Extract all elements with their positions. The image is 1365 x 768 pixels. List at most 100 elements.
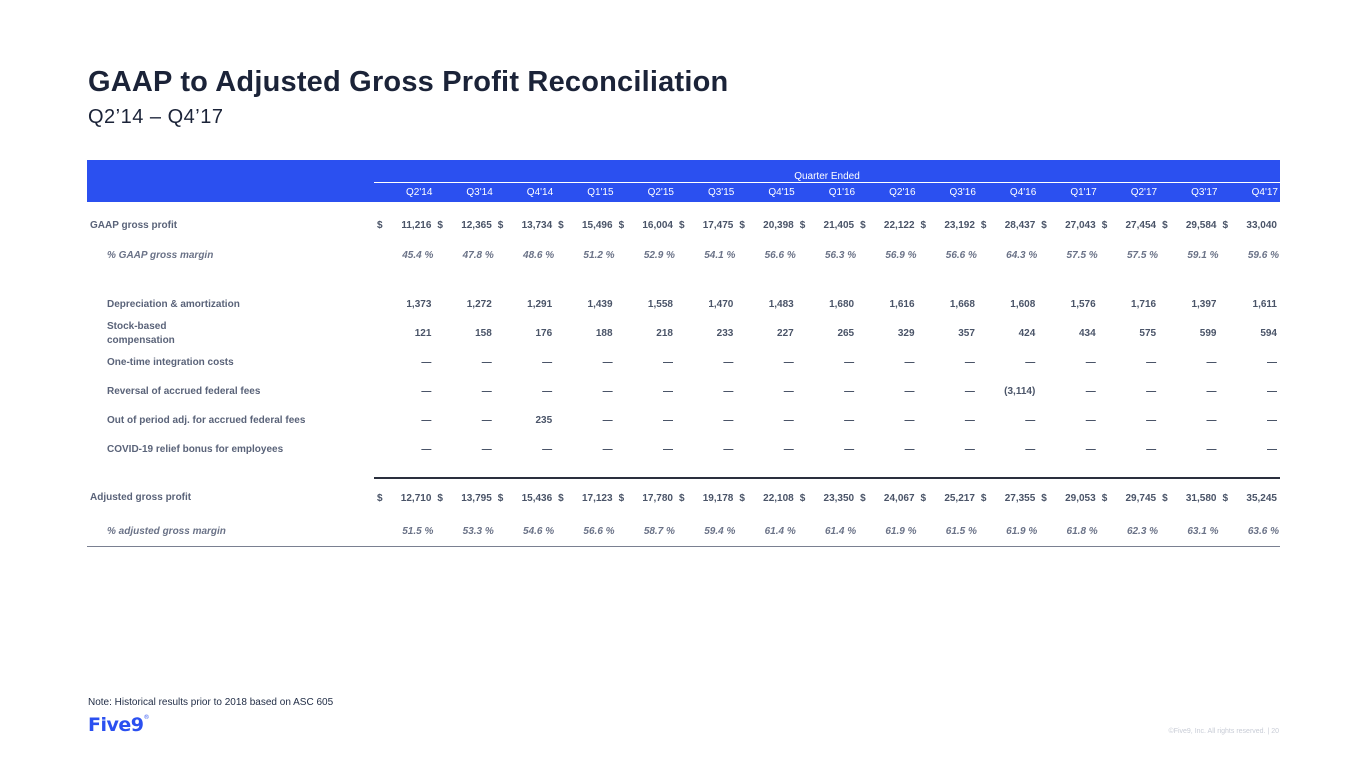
cell-value: — (783, 386, 794, 397)
table-cell: 1,272 (434, 290, 494, 319)
table-cell: $27,043 (1038, 211, 1098, 240)
cell-value: 56.9 % (885, 250, 917, 261)
table-cell: 1,608 (978, 290, 1038, 319)
table-cell: 1,680 (797, 290, 857, 319)
cell-value: 29,053 (1065, 492, 1096, 504)
cell-value: 1,716 (1131, 299, 1157, 310)
table-cell: — (1038, 348, 1098, 377)
cell-value: 22,122 (883, 220, 915, 231)
row-label: Reversal of accrued federal fees (107, 386, 261, 397)
cell-value: 33,040 (1246, 220, 1277, 231)
table-cell: $15,496 (555, 211, 615, 240)
table-cell: — (736, 348, 796, 377)
cell-value: 24,067 (883, 492, 915, 504)
table-cell: 48.6 % (495, 240, 555, 271)
cell-value: 57.5 % (1126, 250, 1159, 261)
cell-value: 47.8 % (462, 250, 494, 261)
table-cell: — (374, 377, 434, 406)
row-label: GAAP gross profit (90, 220, 178, 231)
table-cell: $22,122 (857, 211, 917, 240)
cell-value: — (964, 386, 975, 397)
table-cell: $24,067 (857, 477, 918, 517)
table-cell: 1,470 (676, 290, 736, 319)
cell-value: 56.6 % (945, 250, 977, 261)
currency-symbol: $ (920, 492, 927, 504)
quarter-header-cell: Q3'15 (675, 182, 737, 202)
quarter-ended-header: Quarter Ended (87, 160, 1280, 183)
table-cell: — (978, 348, 1038, 377)
quarter-header-cell: Q4'14 (494, 182, 556, 202)
table-cell: — (374, 406, 434, 435)
table-row-depreciation: Depreciation & amortization 1,373 1,272 1,2… (87, 290, 1280, 319)
cell-value: 59.1 % (1187, 250, 1219, 261)
cell-value: — (964, 444, 975, 455)
table-cell: — (1038, 406, 1098, 435)
cell-value: 16,004 (642, 220, 673, 231)
table-cell: 63.6 % (1219, 517, 1280, 547)
cell-value: 53.3 % (462, 526, 494, 537)
cell-value: 188 (595, 328, 613, 339)
cell-value: 233 (716, 328, 734, 339)
currency-symbol: $ (678, 220, 685, 231)
currency-symbol: $ (1101, 220, 1108, 231)
table-cell: 265 (797, 319, 857, 348)
table-cell: — (1219, 377, 1280, 406)
table-cell: — (616, 348, 676, 377)
table-cell: $13,795 (434, 477, 495, 517)
currency-symbol: $ (558, 492, 564, 504)
cell-value: 599 (1199, 328, 1217, 339)
cell-value: 23,192 (944, 220, 975, 231)
cell-value: — (602, 415, 613, 426)
table-row-covid-bonus: COVID-19 relief bonus for employees — — — — —… (87, 435, 1280, 464)
cell-value: — (1146, 444, 1157, 455)
currency-symbol: $ (860, 492, 866, 504)
cell-value: 61.9 % (1006, 526, 1038, 537)
cell-value: — (904, 386, 915, 397)
cell-value: — (542, 386, 553, 397)
copyright-footer: ©Five9, Inc. All rights reserved. | 20 (1168, 728, 1279, 735)
cell-value: — (662, 444, 673, 455)
currency-symbol: $ (739, 492, 745, 504)
page-subtitle: Q2’14 – Q4’17 (88, 106, 224, 128)
cell-value: 13,795 (461, 492, 492, 504)
table-spacer (87, 271, 1280, 290)
cell-value: — (1206, 386, 1217, 397)
cell-value: — (481, 386, 492, 397)
table-cell: $35,245 (1219, 477, 1280, 517)
table-cell: 47.8 % (434, 240, 494, 271)
cell-value: — (723, 357, 734, 368)
cell-value: — (1146, 357, 1157, 368)
cell-value: — (904, 415, 915, 426)
table-cell: — (797, 406, 857, 435)
table-cell: — (918, 406, 978, 435)
table-cell: — (736, 377, 796, 406)
quarter-header-cell: Q2'17 (1098, 182, 1160, 202)
page-title: GAAP to Adjusted Gross Profit Reconcilia… (88, 66, 729, 98)
cell-value: 424 (1018, 328, 1036, 339)
cell-value: — (723, 444, 734, 455)
currency-symbol: $ (618, 492, 625, 504)
cell-value: 45.4 % (402, 250, 434, 261)
table-spacer (87, 202, 1280, 211)
table-cell: — (555, 377, 615, 406)
table-row-gaap-gross-margin: % GAAP gross margin 45.4 % 47.8 % 48.6 % 51.… (87, 240, 1280, 271)
cell-value: — (421, 357, 432, 368)
table-cell: $15,436 (494, 477, 556, 517)
row-label: Adjusted gross profit (90, 492, 192, 503)
table-cell: 1,576 (1038, 290, 1098, 319)
cell-value: — (1085, 415, 1096, 426)
table-cell: (3,114) (978, 377, 1038, 406)
cell-value: 1,558 (647, 299, 673, 310)
table-cell: $12,710 (374, 477, 435, 517)
quarter-header-cell: Q2'14 (374, 182, 435, 202)
logo-trademark: ® (143, 714, 149, 721)
cell-value: 357 (958, 328, 975, 339)
table-cell: 61.8 % (1038, 517, 1099, 547)
cell-value: 61.9 % (885, 526, 917, 537)
cell-value: — (1085, 357, 1096, 368)
table-cell: 56.9 % (857, 240, 917, 271)
table-cell: 54.1 % (676, 240, 736, 271)
table-cell: 51.2 % (555, 240, 615, 271)
table-cell: 58.7 % (615, 517, 676, 547)
reconciliation-table: Quarter Ended Q2'14 Q3'14 Q4'14 Q1'15 Q2'15 Q… (87, 160, 1280, 547)
